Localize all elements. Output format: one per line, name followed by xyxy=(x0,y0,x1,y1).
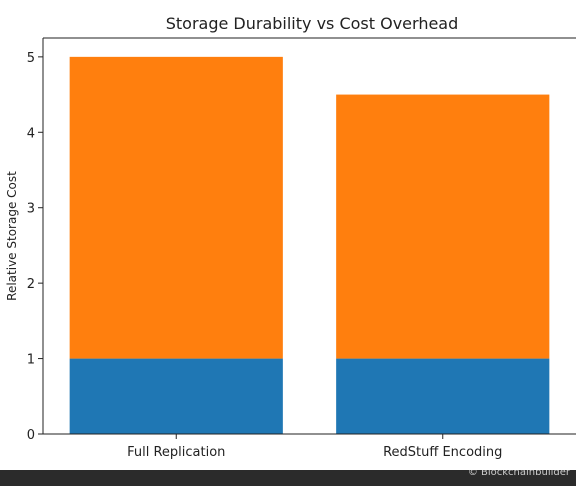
bar-overhead-0 xyxy=(69,56,283,359)
y-tick-label: 0 xyxy=(27,428,35,443)
bar-overhead-1 xyxy=(336,94,550,359)
bar-chart: Storage Durability vs Cost Overhead Rela… xyxy=(5,14,576,460)
chart-title: Storage Durability vs Cost Overhead xyxy=(166,14,459,33)
y-axis-label: Relative Storage Cost xyxy=(5,171,19,301)
bar-base-1 xyxy=(336,358,550,434)
chart-frame: Storage Durability vs Cost Overhead Rela… xyxy=(0,0,576,470)
y-tick-label: 1 xyxy=(27,353,35,368)
bar-base-0 xyxy=(69,358,283,434)
axes-group: Full Replication RedStuff Encoding 0 1 2 3 4 5 xyxy=(27,37,576,460)
y-tick-label: 5 xyxy=(27,51,35,66)
y-tick-label: 4 xyxy=(27,126,35,141)
bars-group xyxy=(69,56,550,434)
watermark-text: © Blockchainbuilder xyxy=(467,467,570,478)
x-tick-label: Full Replication xyxy=(127,445,225,460)
x-tick-label: RedStuff Encoding xyxy=(383,445,502,460)
y-tick-label: 2 xyxy=(27,277,35,292)
bottom-bar xyxy=(0,470,576,486)
y-tick-label: 3 xyxy=(27,202,35,217)
